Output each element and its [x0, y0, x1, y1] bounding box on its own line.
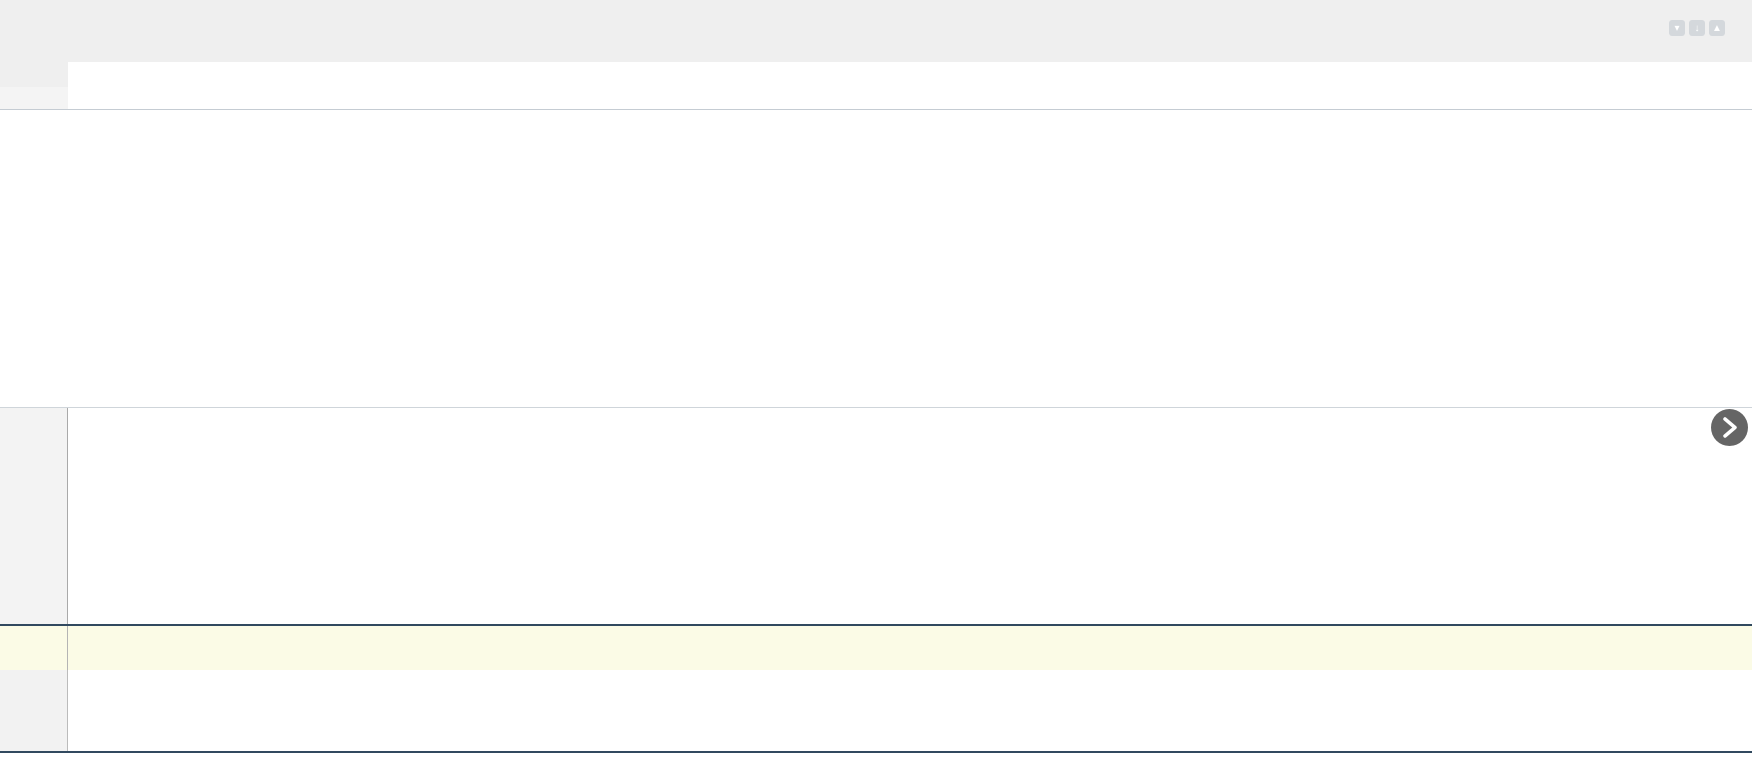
divider [0, 751, 1752, 753]
high-tide-row [0, 407, 1752, 520]
moonrise-row-label [0, 730, 68, 751]
moonset-row [0, 707, 1752, 730]
high-tide-cells [68, 408, 1752, 520]
moon-row [0, 670, 1752, 707]
watermark-icon: ↓ [1689, 20, 1705, 36]
date-header-row [0, 62, 1752, 87]
date-header-spacer [0, 62, 68, 87]
weekday-cells [68, 87, 1752, 109]
chart-y-axis [0, 113, 63, 404]
weekday-row [0, 87, 1752, 110]
low-tide-row [0, 520, 1752, 624]
low-tide-cells [68, 520, 1752, 624]
weekday-spacer [0, 87, 68, 109]
low-tide-row-label [0, 520, 68, 624]
watermark-icon: ▾ [1669, 20, 1685, 36]
moonrise-cells [68, 730, 1752, 751]
high-tide-row-label [0, 408, 68, 520]
tide-chart [0, 110, 1752, 407]
moonset-cells [68, 707, 1752, 730]
sun-row [0, 626, 1752, 670]
watermark-icon: ▲ [1709, 20, 1725, 36]
next-days-button[interactable] [1711, 409, 1748, 446]
moonset-row-label [0, 707, 68, 730]
date-cells [68, 62, 1752, 87]
page-header: ▾ ↓ ▲ [0, 0, 1752, 62]
divider [0, 624, 1752, 626]
sun-row-label [0, 626, 68, 670]
footer-watermark-strip [0, 753, 1752, 780]
moon-row-label [0, 670, 68, 707]
chevron-right-icon [1723, 417, 1737, 438]
moon-cells [68, 670, 1752, 707]
moonrise-row [0, 730, 1752, 751]
sun-cells [68, 626, 1752, 670]
watermark: ▾ ↓ ▲ [1665, 20, 1725, 36]
